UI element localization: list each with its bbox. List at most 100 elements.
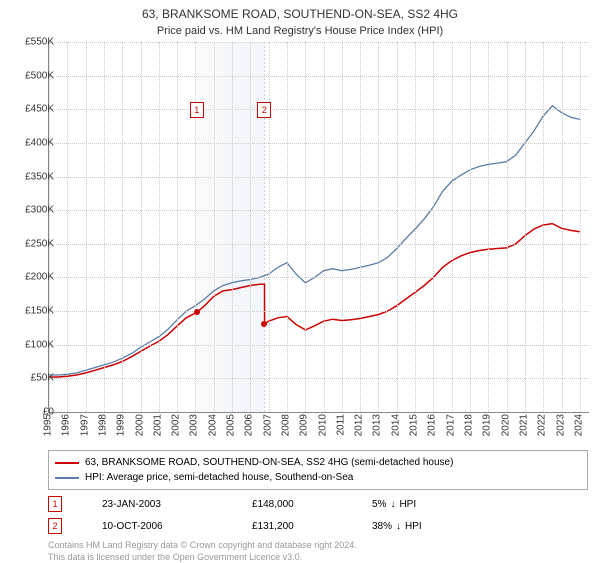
gridline-v [250,42,251,412]
sale-marker: 1 [48,496,62,512]
x-tick-label: 2000 [134,414,145,436]
series-property [49,224,580,377]
gridline-h [49,109,589,110]
x-tick-label: 2016 [427,414,438,436]
x-tick-label: 2018 [464,414,475,436]
gridline-h [49,210,589,211]
gridline-v [177,42,178,412]
sale-date: 10-OCT-2006 [102,521,212,532]
legend-box: 63, BRANKSOME ROAD, SOUTHEND-ON-SEA, SS2… [48,450,588,490]
chart-lines-svg [49,42,589,412]
y-tick-label: £450K [10,104,54,115]
x-tick-label: 1995 [43,414,54,436]
sale-marker: 2 [48,518,62,534]
gridline-v [49,42,50,412]
chart-plot-area: 12 [48,42,589,413]
gridline-h [49,42,589,43]
x-tick-label: 1998 [97,414,108,436]
gridline-v [415,42,416,412]
x-tick-label: 2020 [500,414,511,436]
legend-row: 63, BRANKSOME ROAD, SOUTHEND-ON-SEA, SS2… [55,455,581,470]
gridline-v [580,42,581,412]
x-tick-label: 2012 [354,414,365,436]
gridline-v [470,42,471,412]
gridline-v [287,42,288,412]
gridline-h [49,177,589,178]
y-tick-label: £250K [10,238,54,249]
gridline-v [433,42,434,412]
gridline-v [214,42,215,412]
sale-row-1: 123-JAN-2003£148,0005%↓HPI [48,496,588,512]
x-tick-label: 1997 [79,414,90,436]
x-tick-label: 2009 [299,414,310,436]
gridline-h [49,378,589,379]
x-tick-label: 2008 [280,414,291,436]
gridline-v [122,42,123,412]
y-tick-label: £400K [10,137,54,148]
sale-vs-hpi: 38%↓HPI [372,521,422,532]
gridline-v [452,42,453,412]
x-tick-label: 2001 [152,414,163,436]
x-tick-label: 2011 [335,414,346,436]
legend-and-footer: 63, BRANKSOME ROAD, SOUTHEND-ON-SEA, SS2… [48,450,588,563]
y-tick-label: £50K [10,373,54,384]
x-tick-label: 2004 [207,414,218,436]
gridline-v [507,42,508,412]
chart-title: 63, BRANKSOME ROAD, SOUTHEND-ON-SEA, SS2… [0,0,600,23]
gridline-h [49,345,589,346]
y-tick-label: £150K [10,306,54,317]
series-hpi [49,106,580,375]
legend-swatch [55,462,79,464]
sale-vs-hpi: 5%↓HPI [372,499,416,510]
x-tick-label: 2024 [573,414,584,436]
gridline-v [86,42,87,412]
y-tick-label: £500K [10,70,54,81]
x-tick-label: 2005 [226,414,237,436]
gridline-v [67,42,68,412]
gridline-v [324,42,325,412]
x-tick-label: 2002 [171,414,182,436]
sale-row-2: 2 10-OCT-2006 £131,200 38%↓HPI [48,518,588,534]
x-tick-label: 2010 [317,414,328,436]
gridline-h [49,277,589,278]
gridline-h [49,244,589,245]
gridline-h [49,143,589,144]
sale-point-dot [194,309,200,315]
x-tick-label: 2013 [372,414,383,436]
gridline-h [49,76,589,77]
legend-label: HPI: Average price, semi-detached house,… [85,470,353,485]
sales-table: 123-JAN-2003£148,0005%↓HPI 2 10-OCT-2006 £1… [48,496,588,534]
y-tick-label: £350K [10,171,54,182]
x-tick-label: 2019 [482,414,493,436]
gridline-v [104,42,105,412]
legend-swatch [55,477,79,479]
legend-row: HPI: Average price, semi-detached house,… [55,470,581,485]
gridline-v [342,42,343,412]
y-tick-label: £550K [10,37,54,48]
gridline-v [195,42,196,412]
gridline-v [141,42,142,412]
x-tick-label: 1996 [61,414,72,436]
chart-subtitle: Price paid vs. HM Land Registry's House … [0,23,600,37]
x-tick-label: 2014 [390,414,401,436]
attribution-line2: This data is licensed under the Open Gov… [48,552,588,563]
gridline-v [360,42,361,412]
gridline-v [397,42,398,412]
down-arrow-icon: ↓ [396,521,401,532]
legend-label: 63, BRANKSOME ROAD, SOUTHEND-ON-SEA, SS2… [85,455,453,470]
x-tick-label: 2006 [244,414,255,436]
gridline-v [488,42,489,412]
gridline-v [159,42,160,412]
y-tick-label: £300K [10,205,54,216]
y-tick-label: £200K [10,272,54,283]
y-tick-label: £100K [10,339,54,350]
chart-marker-1: 1 [190,102,204,118]
sale-price: £131,200 [252,521,332,532]
gridline-v [562,42,563,412]
down-arrow-icon: ↓ [390,499,395,510]
x-tick-label: 2021 [518,414,529,436]
gridline-v [378,42,379,412]
gridline-v [543,42,544,412]
attribution-line1: Contains HM Land Registry data © Crown c… [48,540,588,552]
gridline-v [525,42,526,412]
